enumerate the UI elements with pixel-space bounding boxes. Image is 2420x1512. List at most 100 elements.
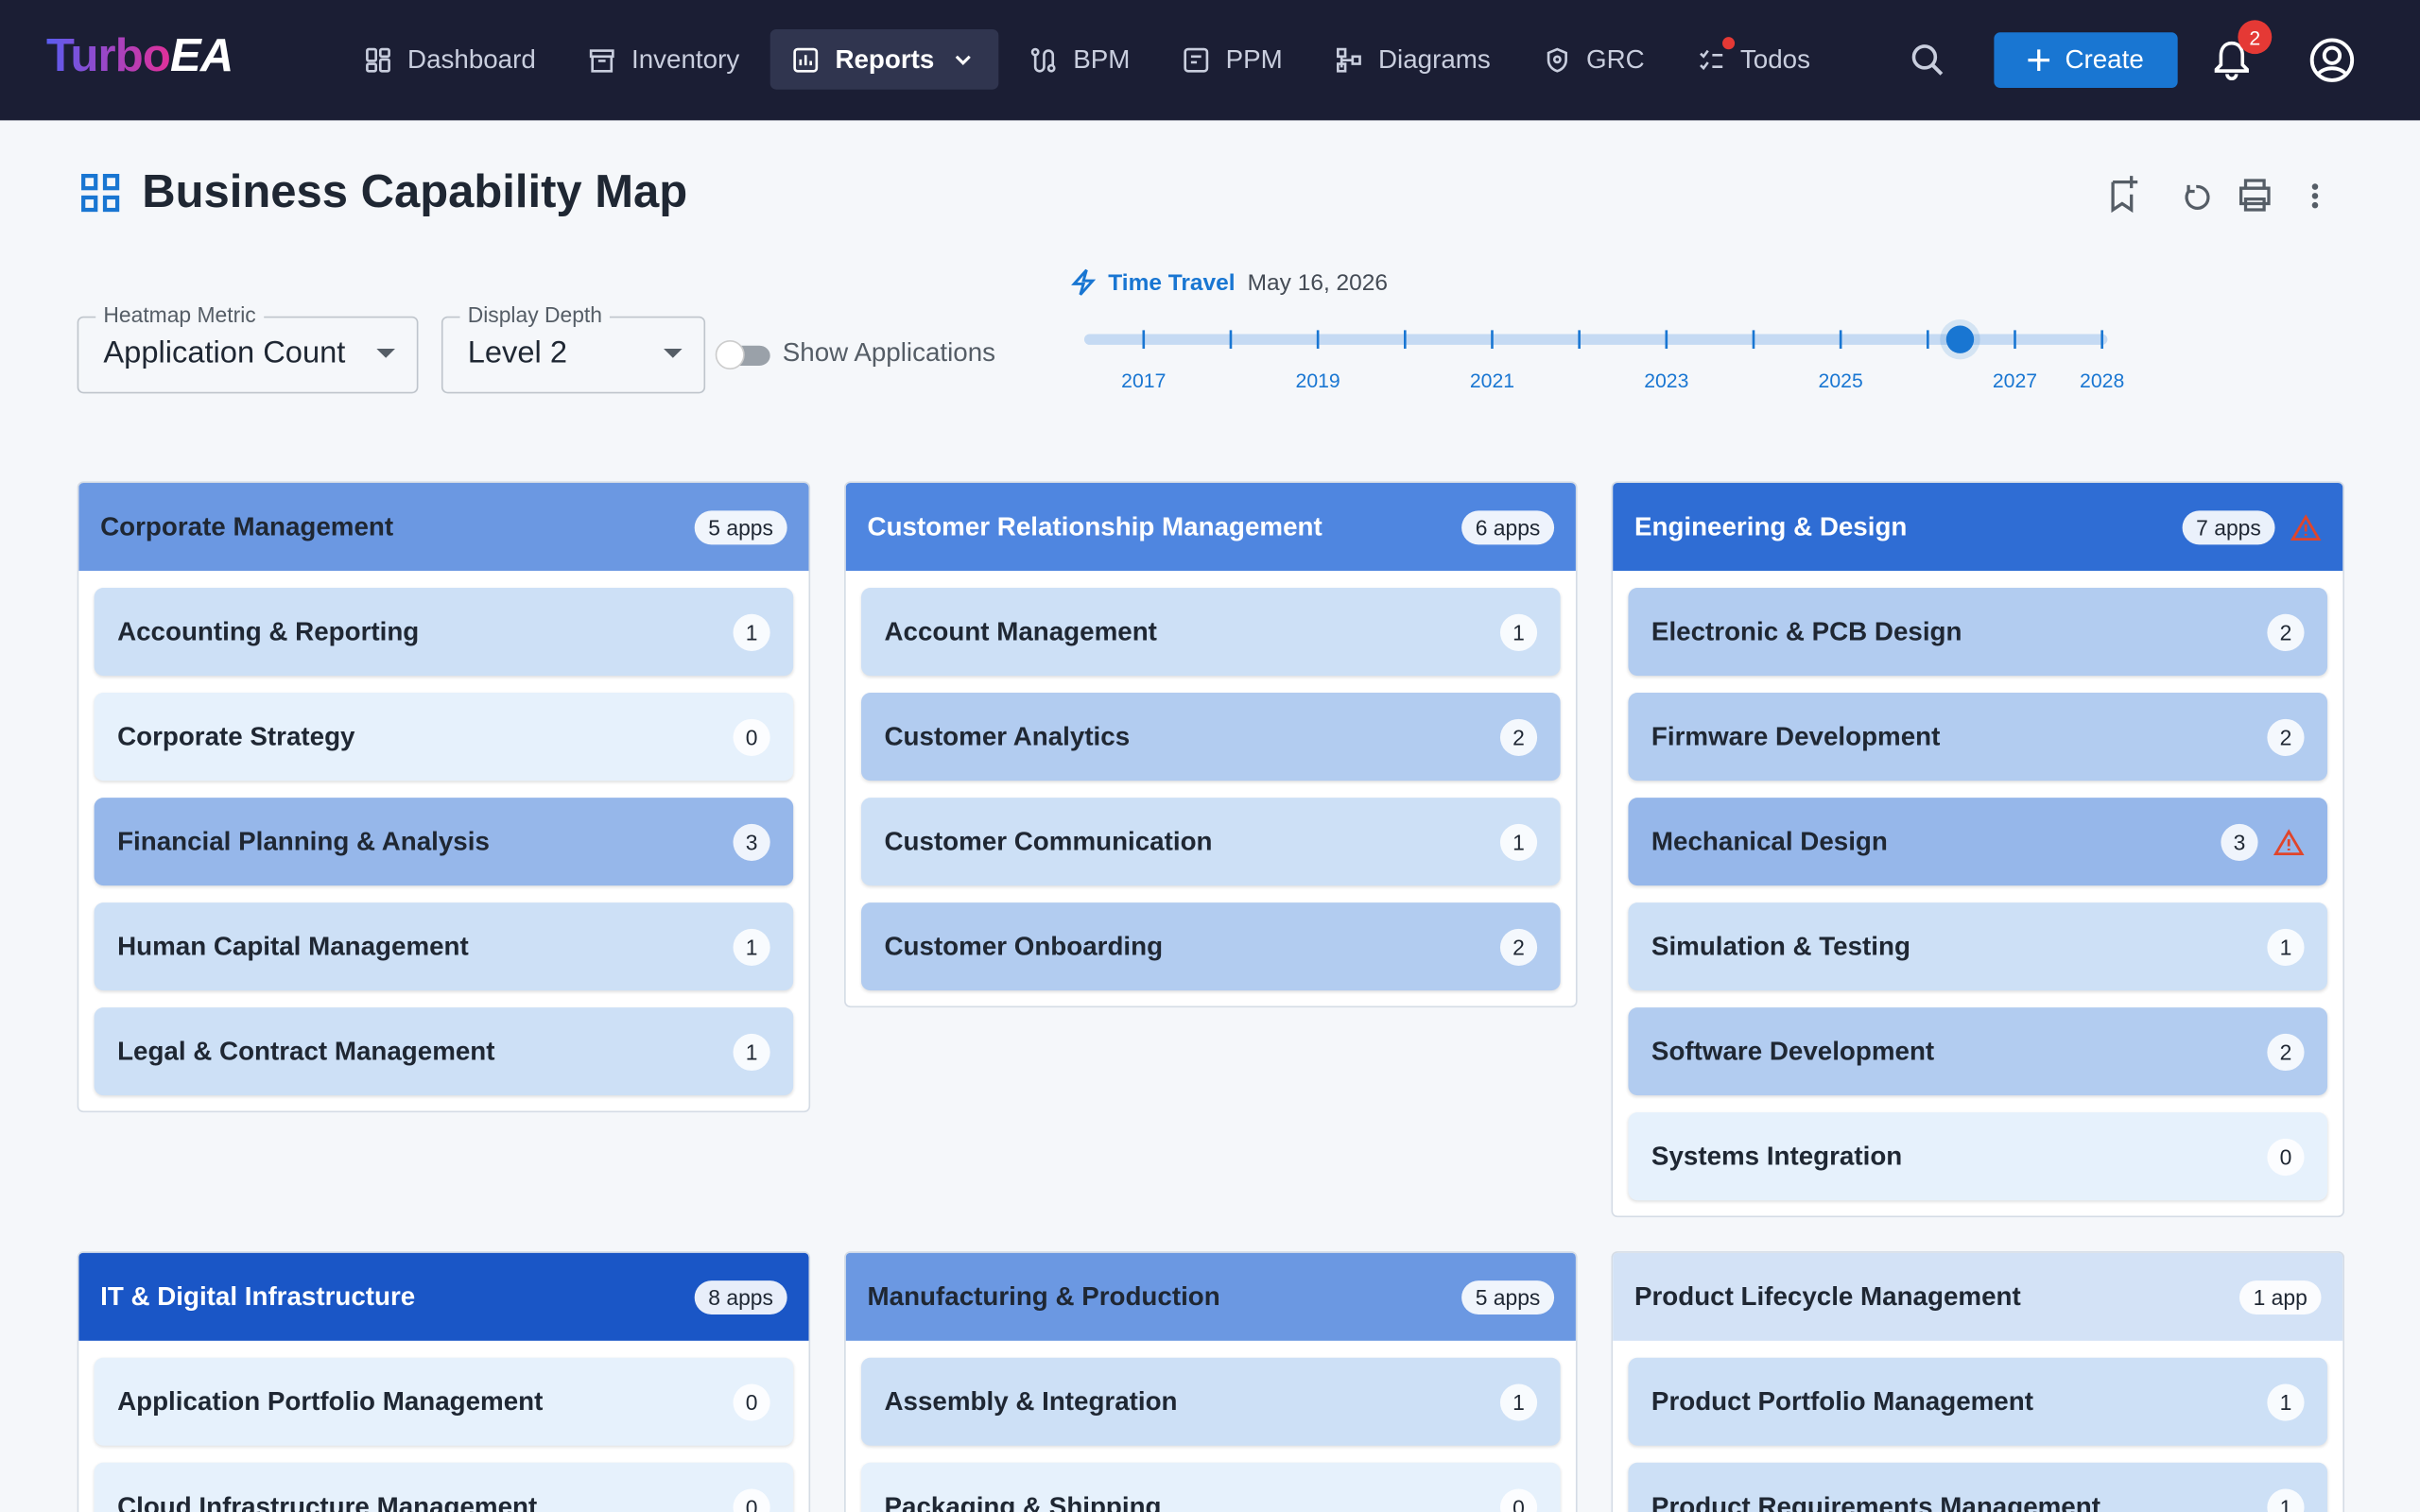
capability-name: Firmware Development [1651,721,1941,751]
capability-item[interactable]: Application Portfolio Management 0 [94,1357,794,1446]
capability-name: Mechanical Design [1651,826,1888,856]
warning-icon [2273,828,2305,855]
app-count: 5 apps [694,509,787,544]
create-button[interactable]: Create [1994,32,2178,89]
nav-item[interactable]: Inventory [566,29,761,90]
capability-name: Electronic & PCB Design [1651,616,1962,646]
capability-count: 0 [733,717,770,756]
nav-item[interactable]: BPM [1009,29,1152,90]
capability-item[interactable]: Product Portfolio Management 1 [1628,1357,2328,1446]
app-count: 8 apps [694,1280,787,1314]
capability-item[interactable]: Software Development 2 [1628,1007,2328,1096]
capability-card: IT & Digital Infrastructure 8 apps Applica… [77,1251,811,1512]
capability-item[interactable]: Financial Planning & Analysis 3 [94,798,794,886]
reset-icon[interactable] [2185,184,2210,210]
nav-label: Todos [1739,43,1810,74]
search-icon[interactable] [1910,42,1946,78]
more-icon[interactable] [2311,183,2319,209]
heatmap-select[interactable]: Heatmap Metric Application Count [77,301,419,394]
nav-label: Reports [835,43,935,74]
group-name: Corporate Management [100,511,394,541]
nav-icon [1184,46,1209,72]
nav-label: Diagrams [1378,43,1491,74]
capability-count: 1 [1499,612,1538,651]
field-value: Level 2 [467,335,567,370]
capability-name: Packaging & Shipping [884,1490,1162,1512]
nav-item[interactable]: Diagrams [1313,29,1512,90]
capability-name: Accounting & Reporting [117,616,420,646]
group-name: Product Lifecycle Management [1634,1280,2021,1311]
group-name: Customer Relationship Management [867,511,1322,541]
navbar: TurboEA Dashboard Inventory Reports BPM PPM D… [0,0,2420,121]
nav-item[interactable]: Reports [769,29,999,90]
capability-item[interactable]: Account Management 1 [861,588,1561,677]
app-count: 5 apps [1461,1280,1555,1314]
capability-item[interactable]: Packaging & Shipping 0 [861,1462,1561,1512]
slider-thumb[interactable] [1945,325,1975,353]
capability-count: 0 [733,1487,770,1512]
capability-item[interactable]: Legal & Contract Management 1 [94,1007,794,1096]
app-count: 6 apps [1461,509,1555,544]
nav-icon [366,46,390,72]
capability-item[interactable]: Corporate Strategy 0 [94,693,794,782]
year-label: 2021 [1470,370,1514,392]
capability-item[interactable]: Assembly & Integration 1 [861,1357,1561,1446]
capability-item[interactable]: Human Capital Management 1 [94,902,794,991]
capability-item[interactable]: Systems Integration 0 [1628,1112,2328,1201]
capability-count: 1 [2267,1487,2305,1512]
capability-item[interactable]: Customer Onboarding 2 [861,902,1561,991]
capability-item[interactable]: Firmware Development 2 [1628,693,2328,782]
depth-select[interactable]: Display Depth Level 2 [441,301,706,394]
capability-item[interactable]: Electronic & PCB Design 2 [1628,588,2328,677]
card-header[interactable]: Corporate Management 5 apps [78,483,809,572]
card-header[interactable]: Engineering & Design 7 apps [1613,483,2343,572]
nav-item[interactable]: Dashboard [342,29,557,90]
capability-count: 1 [2267,1383,2305,1420]
card-header[interactable]: Manufacturing & Production 5 apps [845,1252,1576,1341]
capability-name: Customer Communication [884,826,1213,856]
logo[interactable]: TurboEA [46,31,233,84]
capability-item[interactable]: Product Requirements Management 1 [1628,1462,2328,1512]
capability-name: Application Portfolio Management [117,1385,544,1416]
capability-item[interactable]: Customer Analytics 2 [861,693,1561,782]
capability-item[interactable]: Customer Communication 1 [861,798,1561,886]
toggle[interactable] [713,336,774,373]
todo-dot [1721,37,1735,50]
title-row: Business Capability Map [80,166,687,219]
capability-count: 0 [1499,1487,1538,1512]
card-header[interactable]: Product Lifecycle Management 1 app [1613,1252,2343,1341]
logo-text: Turbo [45,30,171,82]
capability-name: Human Capital Management [117,931,469,961]
capability-name: Account Management [884,616,1157,646]
nav-item[interactable]: PPM [1161,29,1305,90]
capability-count: 1 [733,1033,770,1071]
nav-items: Dashboard Inventory Reports BPM PPM Diagrams G… [342,29,1831,90]
capability-item[interactable]: Mechanical Design 3 [1628,798,2328,886]
bell-icon[interactable] [2212,39,2252,82]
capability-card: Engineering & Design 7 apps Electronic & P… [1611,481,2344,1218]
slider-halo [1940,318,1980,360]
capability-name: Legal & Contract Management [117,1036,495,1066]
capability-count: 1 [1499,823,1538,861]
warning-icon [2290,513,2322,541]
avatar-icon[interactable] [2308,37,2355,83]
card-header[interactable]: Customer Relationship Management 6 apps [845,483,1576,572]
card-header[interactable]: IT & Digital Infrastructure 8 apps [78,1252,809,1341]
capability-count: 3 [733,823,770,861]
print-icon[interactable] [2238,179,2271,212]
capability-item[interactable]: Accounting & Reporting 1 [94,588,794,677]
year-label: 2023 [1644,370,1688,392]
nav-item[interactable]: GRC [1521,29,1666,90]
year-label: 2017 [1121,370,1166,392]
page-title: Business Capability Map [142,166,688,218]
capability-grid: Corporate Management 5 apps Accounting & R… [77,481,2344,1512]
capability-count: 2 [1499,928,1538,966]
capability-item[interactable]: Simulation & Testing 1 [1628,902,2328,991]
capability-item[interactable]: Cloud Infrastructure Management 0 [94,1462,794,1512]
nav-item[interactable]: Todos [1675,29,1832,90]
time-travel-label: Time Travel [1108,268,1236,296]
capability-count: 0 [733,1383,770,1420]
bookmark-icon[interactable] [2111,176,2138,214]
